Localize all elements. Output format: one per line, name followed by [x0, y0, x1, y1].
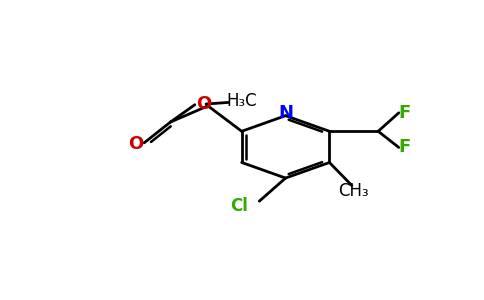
Text: H₃C: H₃C — [227, 92, 257, 110]
Text: N: N — [278, 104, 293, 122]
Text: Cl: Cl — [230, 197, 248, 215]
Text: O: O — [197, 94, 212, 112]
Text: F: F — [398, 139, 410, 157]
Text: O: O — [128, 135, 144, 153]
Text: CH₃: CH₃ — [338, 182, 369, 200]
Text: F: F — [398, 104, 410, 122]
